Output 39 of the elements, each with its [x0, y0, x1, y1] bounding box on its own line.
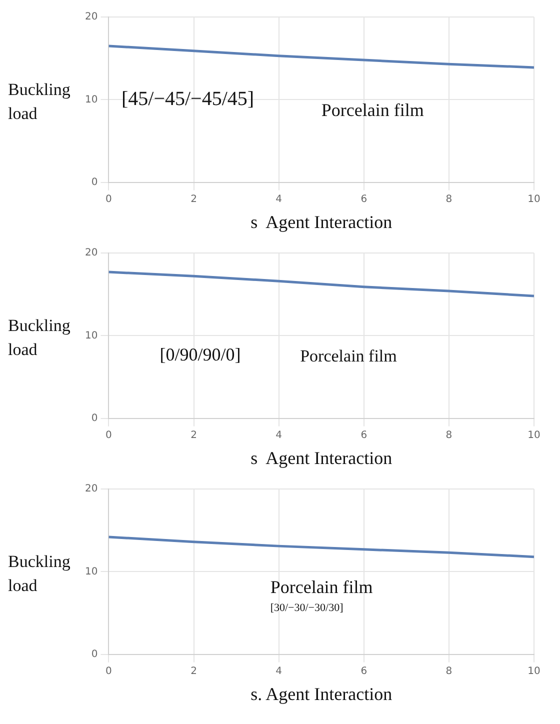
y-tick-label: 20: [84, 484, 98, 495]
annotation: [0/90/90/0]: [160, 344, 241, 364]
y-tick-label: 20: [84, 12, 98, 23]
y-tick-label: 0: [91, 412, 98, 424]
y-tick-label: 20: [84, 248, 98, 259]
x-axis-title: s. Agent Interaction: [250, 684, 392, 704]
x-tick-label: 6: [360, 666, 368, 677]
x-tick-label: 4: [276, 666, 282, 677]
x-tick-label: 0: [106, 194, 112, 205]
annotation: [45/−45/−45/45]: [121, 88, 254, 110]
x-tick-label: 8: [446, 666, 452, 677]
x-tick-label: 6: [360, 430, 368, 441]
y-tick-label: 0: [91, 648, 98, 660]
annotation: Porcelain film: [321, 100, 424, 120]
y-axis-title: Buckling load: [8, 79, 72, 125]
y-tick-label: 0: [91, 176, 98, 188]
x-tick-label: 2: [190, 430, 197, 441]
y-tick-label: 10: [84, 94, 98, 106]
x-tick-label: 6: [360, 194, 368, 205]
x-tick-label: 4: [276, 430, 282, 441]
y-tick-label: 10: [84, 566, 98, 578]
x-axis-title: s Agent Interaction: [250, 212, 392, 232]
x-tick-label: 0: [106, 666, 112, 677]
annotation: [30/−30/−30/30]: [270, 602, 344, 614]
y-axis-title: Buckling load: [8, 551, 72, 597]
x-tick-label: 4: [276, 194, 282, 205]
x-tick-label: 8: [446, 194, 452, 205]
annotation: Porcelain film: [270, 576, 373, 597]
x-tick-label: 10: [528, 430, 540, 441]
x-tick-label: 2: [190, 194, 197, 205]
x-tick-label: 8: [446, 430, 452, 441]
x-tick-label: 10: [528, 666, 540, 677]
annotation: Porcelain film: [300, 346, 397, 366]
x-tick-label: 2: [190, 666, 197, 677]
x-tick-label: 0: [106, 430, 112, 441]
x-axis-title: s Agent Interaction: [250, 448, 392, 468]
y-tick-label: 10: [84, 330, 98, 342]
y-axis-title: Buckling load: [8, 315, 72, 361]
x-tick-label: 10: [528, 194, 540, 205]
